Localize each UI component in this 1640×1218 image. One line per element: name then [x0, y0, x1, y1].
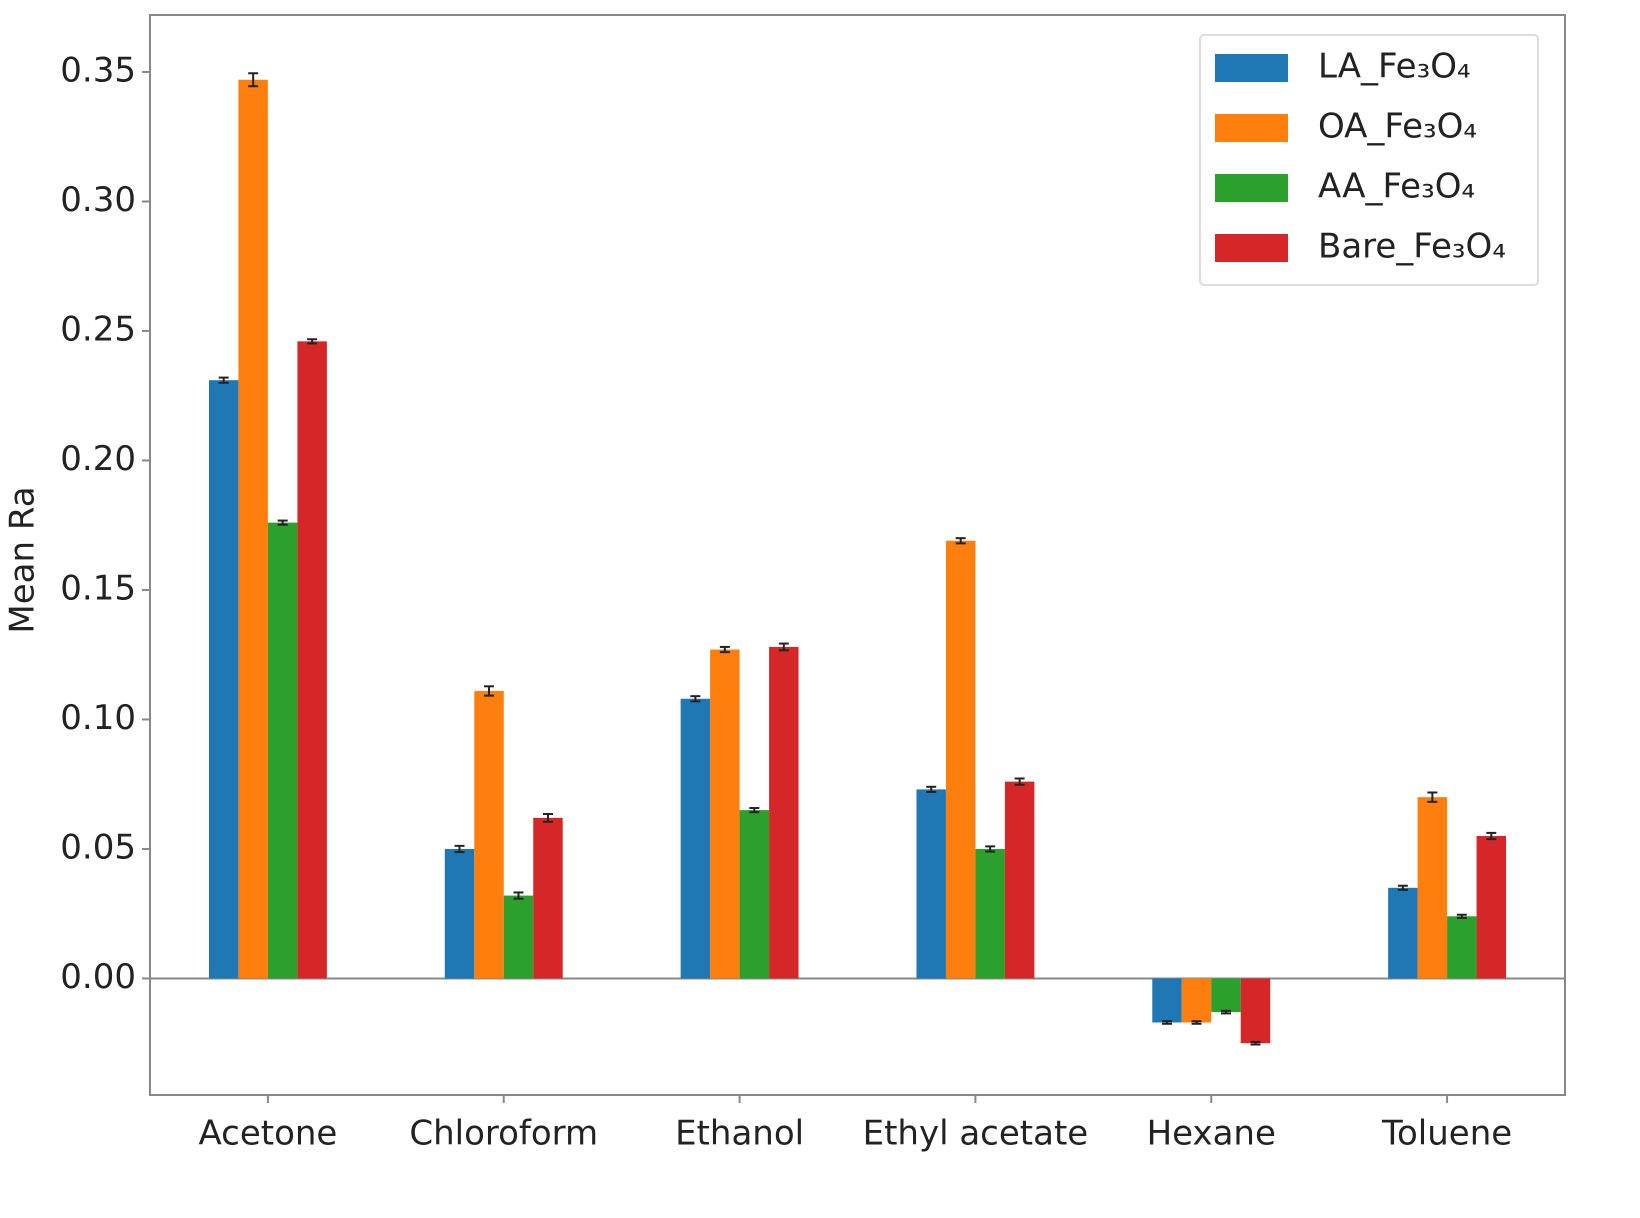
- error-bar: [277, 519, 288, 526]
- y-tick-label: 0.15: [60, 568, 136, 608]
- bar: [916, 789, 946, 979]
- error-bar: [690, 695, 701, 703]
- legend-swatch: [1215, 114, 1288, 142]
- error-bar: [749, 807, 760, 814]
- bar: [1447, 916, 1477, 979]
- legend-box: [1199, 34, 1539, 286]
- y-tick-label: 0.05: [60, 827, 136, 867]
- bar: [1388, 887, 1418, 979]
- plot-frame: [149, 14, 1566, 1096]
- bar: [710, 649, 740, 979]
- bar: [474, 690, 504, 979]
- error-bar: [1162, 1020, 1173, 1025]
- error-bar: [1427, 791, 1438, 803]
- x-tick-label: Chloroform: [409, 1114, 598, 1154]
- x-tick-label: Ethyl acetate: [863, 1114, 1089, 1154]
- error-bar: [1250, 1040, 1261, 1046]
- legend-label: Bare_Fe₃O₄: [1318, 227, 1506, 267]
- bar: [739, 810, 770, 979]
- bar: [533, 817, 563, 979]
- bar: [444, 848, 475, 979]
- legend-label: LA_Fe₃O₄: [1318, 47, 1471, 87]
- bar: [208, 380, 239, 979]
- error-bar: [454, 844, 465, 854]
- error-bar: [248, 72, 259, 88]
- x-tick-label: Ethanol: [675, 1114, 804, 1154]
- y-tick-label: 0.20: [60, 439, 136, 479]
- error-bar: [926, 785, 937, 793]
- error-bar: [1014, 777, 1025, 786]
- error-bar: [1397, 884, 1408, 891]
- error-bar: [542, 812, 553, 823]
- legend-swatch: [1215, 54, 1288, 82]
- bar: [1476, 836, 1507, 979]
- error-bar: [719, 645, 730, 654]
- bar: [297, 341, 327, 979]
- legend-label: AA_Fe₃O₄: [1318, 167, 1475, 207]
- error-bar: [955, 537, 966, 545]
- legend-label: OA_Fe₃O₄: [1318, 107, 1477, 147]
- error-bar: [985, 845, 996, 853]
- error-bar: [484, 685, 495, 697]
- error-bar: [1220, 1009, 1231, 1015]
- bar: [945, 540, 976, 979]
- error-bar: [1191, 1020, 1202, 1025]
- bar: [680, 698, 711, 979]
- bar: [1004, 781, 1035, 979]
- y-tick-label: 0.25: [60, 309, 136, 349]
- y-axis-label: Mean Ra: [3, 486, 43, 633]
- error-bar: [307, 338, 318, 345]
- y-tick-label: 0.00: [60, 957, 136, 997]
- x-tick-label: Hexane: [1147, 1114, 1276, 1154]
- error-bar: [1456, 913, 1467, 919]
- y-tick-label: 0.30: [60, 180, 136, 220]
- error-bar: [778, 642, 789, 652]
- bar: [975, 848, 1005, 979]
- bar: [503, 895, 534, 979]
- bar: [267, 522, 298, 979]
- bar: [1181, 978, 1212, 1023]
- error-bar: [218, 376, 229, 384]
- bar: [769, 646, 799, 979]
- bar: [238, 79, 268, 979]
- bar: [1211, 978, 1241, 1013]
- x-tick-label: Toluene: [1381, 1114, 1512, 1154]
- legend-swatch: [1215, 234, 1288, 262]
- bar: [1417, 797, 1448, 979]
- bar: [1240, 978, 1271, 1044]
- legend-swatch: [1215, 174, 1288, 202]
- error-bar: [1486, 831, 1497, 841]
- x-tick-label: Acetone: [198, 1114, 337, 1154]
- bar: [1152, 978, 1182, 1023]
- y-tick-label: 0.35: [60, 50, 136, 90]
- y-tick-label: 0.10: [60, 698, 136, 738]
- error-bar: [513, 891, 524, 900]
